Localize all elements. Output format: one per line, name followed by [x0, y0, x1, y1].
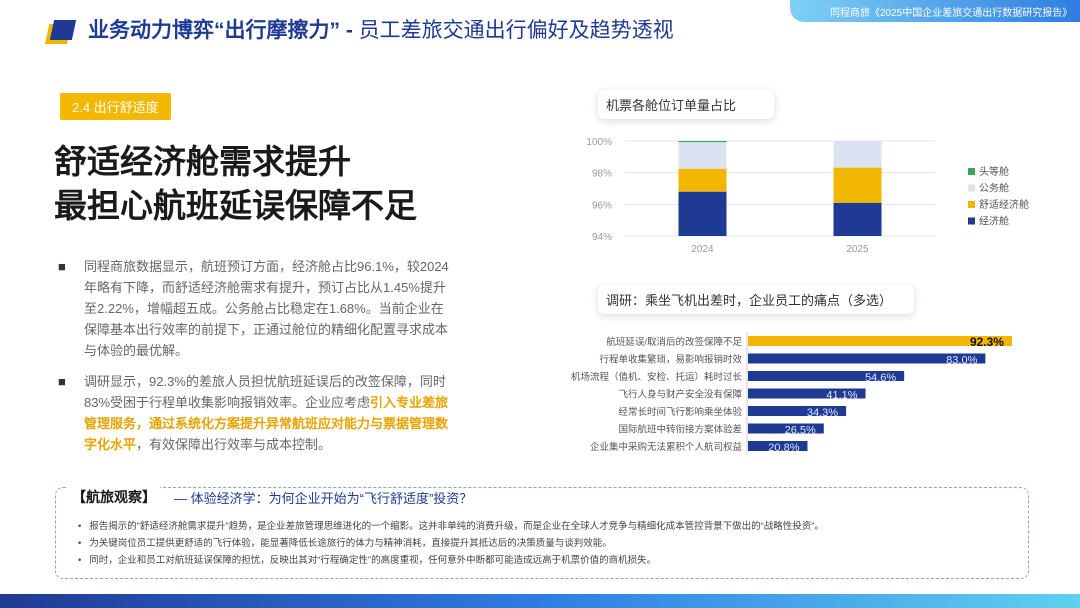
bar-segment — [833, 141, 882, 168]
legend-swatch — [968, 184, 975, 192]
value-label: 83.0% — [946, 355, 977, 367]
charts: 94% 96% 98% 100% 2024 2025 经济舱 舒适经济舱 公务舱 头等舱航班延误/… — [571, 137, 1029, 455]
legend-label: 舒适经济舱 — [979, 198, 1029, 211]
obs-point: • 报告揭示的“舒适经济舱需求提升”趋势，是企业差旅管理思维进化的一个缩影。这并… — [78, 521, 824, 532]
bar — [748, 441, 808, 451]
category-label: 飞行人身与财产安全没有保障 — [618, 389, 742, 401]
legend-swatch — [968, 201, 975, 208]
bar — [748, 423, 824, 434]
bar — [748, 388, 866, 399]
bullets: ■ 同程商旅数据显示，航班预订方面，经济舱占比96.1%，较2024年略有下降，而… — [58, 256, 450, 455]
y-tick-label: 98% — [592, 169, 612, 180]
top-band — [790, 0, 1080, 22]
bullet-text: 同程商旅数据显示，航班预订方面，经济舱占比96.1%，较2024年略有下降，而舒… — [84, 259, 449, 358]
obs-point: • 为关键岗位员工提供更舒适的飞行体验，能显著降低长途旅行的体力与精神消耗，直接… — [78, 538, 612, 549]
bullet-highlight: 引入专业差旅管理服务，通过系统化方案提升异常航班应对能力与票据管理数字化水平 — [84, 395, 449, 452]
bar-segment — [678, 168, 727, 192]
header-subtitle: 员工差旅交通出行偏好及趋势透视 — [358, 19, 674, 42]
bar — [748, 406, 847, 416]
header-sep: - — [345, 19, 353, 42]
value-label: 92.3% — [970, 335, 1004, 349]
obs-label: 【航旅观察】 — [68, 487, 160, 507]
legend-label: 经济舱 — [979, 215, 1009, 228]
header: 业务动力博弈“出行摩擦力” - 员工差旅交通出行偏好及趋势透视 — [88, 14, 674, 44]
category-label: 经常长时间飞行影响乘坐体验 — [618, 406, 742, 418]
category-label: 行程单收集繁琐，易影响报销时效 — [599, 354, 742, 366]
bar — [748, 371, 905, 381]
observation: 【航旅观察】 — 体验经济学：为何企业开始为“飞行舒适度”投资？ • 报告揭示的… — [55, 487, 1029, 579]
obs-point-text: 同时，企业和员工对航班延误保障的担忧，反映出其对“行程确定性”的高度重视，任何意… — [89, 555, 657, 566]
x-tick-label: 2025 — [846, 244, 869, 255]
bottom-band — [0, 594, 1080, 608]
x-tick-label: 2024 — [691, 244, 714, 255]
y-tick-label: 96% — [592, 200, 612, 211]
category-label: 航班延误/取消后的改签保障不足 — [606, 336, 742, 348]
value-label: 26.5% — [785, 425, 816, 437]
chart1-title: 机票各舱位订单量占比 — [598, 90, 774, 119]
bar — [748, 336, 1012, 346]
value-label: 41.1% — [826, 390, 857, 402]
value-label: 20.8% — [768, 442, 799, 454]
bar-segment — [678, 191, 727, 236]
obs-question: — 体验经济学：为何企业开始为“飞行舒适度”投资？ — [174, 491, 473, 506]
obs-points: • 报告揭示的“舒适经济舱需求提升”趋势，是企业差旅管理思维进化的一个缩影。这并… — [78, 518, 1018, 569]
bar-segment — [833, 202, 882, 236]
headline-line: 最担心航班延误保障不足 — [54, 187, 417, 224]
y-tick-label: 100% — [586, 137, 612, 148]
bullet: ■ 同程商旅数据显示，航班预订方面，经济舱占比96.1%，较2024年略有下降，而… — [58, 259, 449, 358]
headline: 舒适经济舱需求提升 最担心航班延误保障不足 — [54, 140, 417, 228]
legend-swatch — [968, 168, 975, 175]
bullet-text: 调研显示，92.3%的差旅人员担忧航班延误后的改签保障，同时83%受困于行程单收… — [84, 374, 446, 410]
legend-label: 头等舱 — [979, 165, 1009, 178]
bar — [748, 353, 986, 364]
header-title: 业务动力博弈“出行摩擦力” — [88, 19, 340, 42]
bar-segment — [833, 167, 882, 203]
legend-swatch — [968, 217, 975, 225]
category-label: 国际航班中转衔接方案体验差 — [618, 424, 742, 436]
category-label: 机场流程（值机、安检、托运）耗时过长 — [571, 371, 743, 383]
bullet: ■ 调研显示，92.3%的差旅人员担忧航班延误后的改签保障，同时83%受困于行程单… — [58, 374, 449, 452]
value-label: 54.6% — [865, 372, 896, 384]
obs-point-text: 为关键岗位员工提供更舒适的飞行体验，能显著降低长途旅行的体力与精神消耗，直接提升… — [89, 538, 612, 549]
bar-segment — [678, 141, 727, 143]
value-label: 34.3% — [807, 407, 838, 419]
bullet-text: ，有效保障出行效率与成本控制。 — [136, 437, 332, 452]
headline-line: 舒适经济舱需求提升 — [54, 143, 351, 180]
obs-question-text: 体验经济学：为何企业开始为“飞行舒适度”投资？ — [190, 491, 473, 506]
bar-segment — [678, 142, 727, 169]
obs-point-text: 报告揭示的“舒适经济舱需求提升”趋势，是企业差旅管理思维进化的一个缩影。这并非单… — [89, 521, 824, 532]
chart2-title: 调研：乘坐飞机出差时，企业员工的痛点（多选） — [598, 285, 914, 314]
legend-label: 公务舱 — [979, 182, 1009, 195]
obs-point: • 同时，企业和员工对航班延误保障的担忧，反映出其对“行程确定性”的高度重视，任… — [78, 555, 657, 566]
y-tick-label: 94% — [592, 232, 612, 243]
section-tag: 2.4 出行舒适度 — [60, 93, 171, 120]
source: 同程商旅《2025中国企业差旅交通出行数据研究报告》 — [830, 8, 1073, 19]
category-label: 企业集中采购无法累积个人航司权益 — [590, 441, 743, 453]
